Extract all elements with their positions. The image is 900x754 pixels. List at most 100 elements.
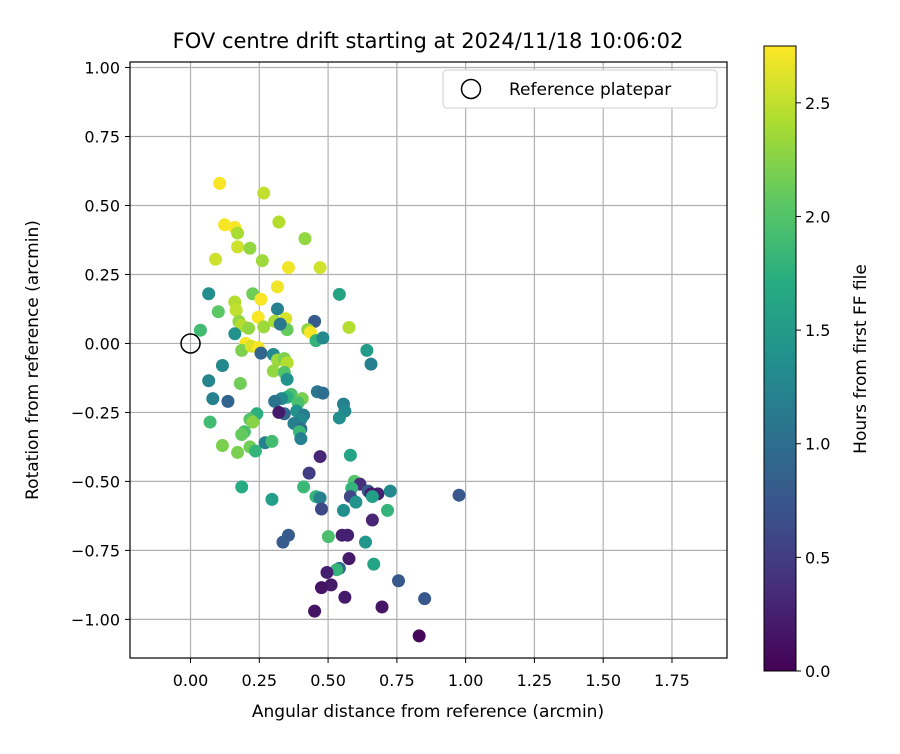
x-tick-label: 0.50 xyxy=(310,671,346,690)
data-point xyxy=(412,629,426,643)
y-tick-label: −0.25 xyxy=(71,403,120,422)
data-point xyxy=(215,359,229,373)
y-axis-label: Rotation from reference (arcmin) xyxy=(23,220,43,500)
data-point xyxy=(316,331,330,345)
colorbar-tick-label: 0.5 xyxy=(805,548,830,567)
x-axis-label: Angular distance from reference (arcmin) xyxy=(252,702,604,722)
x-tick-label: 1.25 xyxy=(517,671,553,690)
data-point xyxy=(272,215,286,229)
data-point xyxy=(206,392,220,406)
data-point xyxy=(358,535,372,549)
data-point xyxy=(221,394,235,408)
data-point xyxy=(235,480,249,494)
data-point xyxy=(273,317,287,331)
data-point xyxy=(228,327,242,341)
data-point xyxy=(243,241,257,255)
legend: Reference platepar xyxy=(442,69,718,109)
data-point xyxy=(246,415,260,429)
data-point xyxy=(280,372,294,386)
colorbar: 0.0 0.5 1.0 1.5 2.0 2.5 Hours from first FF f… xyxy=(763,45,871,681)
y-tick-label: 0.50 xyxy=(84,196,120,215)
data-point xyxy=(332,411,346,425)
data-point xyxy=(294,432,308,446)
data-point xyxy=(218,218,232,232)
data-point xyxy=(254,292,268,306)
data-point xyxy=(229,303,243,317)
data-point xyxy=(266,364,280,378)
data-point xyxy=(313,450,327,464)
data-point xyxy=(360,343,374,357)
data-point xyxy=(297,480,311,494)
x-tick-label: 0.75 xyxy=(379,671,415,690)
data-point xyxy=(231,445,245,459)
data-point xyxy=(270,280,284,294)
y-tick-label: 0.75 xyxy=(84,128,120,147)
colorbar-tick-label: 1.0 xyxy=(805,435,830,454)
data-point xyxy=(336,503,350,517)
data-point xyxy=(265,492,279,506)
x-tick-label: 1.75 xyxy=(654,671,690,690)
data-point xyxy=(298,232,312,246)
colorbar-tick-label: 2.5 xyxy=(805,94,830,113)
data-point xyxy=(365,513,379,527)
x-tick-label: 1.50 xyxy=(585,671,621,690)
data-point xyxy=(375,600,389,614)
data-point xyxy=(254,346,268,360)
data-point xyxy=(276,535,290,549)
data-point xyxy=(242,321,256,335)
data-point xyxy=(257,320,271,334)
legend-box xyxy=(442,69,718,109)
data-point xyxy=(193,323,207,337)
data-point xyxy=(308,604,322,618)
data-point xyxy=(248,444,262,458)
data-point xyxy=(251,310,265,324)
data-point xyxy=(215,439,229,453)
data-point xyxy=(341,528,355,542)
grid-lines xyxy=(130,62,727,658)
data-point xyxy=(313,261,327,275)
data-point xyxy=(211,305,225,319)
data-point xyxy=(233,376,247,390)
data-point xyxy=(302,466,316,480)
y-tick-label: 1.00 xyxy=(84,59,120,78)
data-point xyxy=(338,590,352,604)
data-point xyxy=(281,261,295,275)
data-point xyxy=(235,428,249,441)
reference-marker xyxy=(180,333,201,354)
colorbar-tick-label: 0.0 xyxy=(805,662,830,681)
data-point xyxy=(349,495,363,509)
data-point xyxy=(255,254,269,268)
data-point xyxy=(452,488,466,502)
data-point xyxy=(320,565,334,579)
data-point xyxy=(313,491,327,505)
data-point xyxy=(364,357,378,371)
data-point xyxy=(316,386,330,400)
data-point xyxy=(265,434,279,448)
data-point xyxy=(203,415,217,429)
colorbar-label: Hours from first FF file xyxy=(851,264,871,454)
data-point xyxy=(231,226,245,240)
y-tick-label: 0.00 xyxy=(84,334,120,353)
x-tick-label: 1.00 xyxy=(448,671,484,690)
y-tick-label: 0.25 xyxy=(84,265,120,284)
data-point xyxy=(367,557,381,571)
data-point xyxy=(202,374,216,388)
data-point xyxy=(365,490,379,504)
colorbar-tick-label: 1.5 xyxy=(805,321,830,340)
y-axis-ticks: −1.00 −0.75 −0.50 −0.25 0.00 0.25 0.50 0.75 1.00 xyxy=(71,59,130,629)
data-point xyxy=(314,581,328,595)
data-point xyxy=(213,176,227,190)
legend-label: Reference platepar xyxy=(509,80,671,100)
data-point xyxy=(332,287,346,301)
data-point xyxy=(392,574,406,588)
legend-marker-icon xyxy=(460,78,482,100)
data-point xyxy=(342,320,356,334)
y-tick-label: −0.75 xyxy=(71,541,120,560)
plot-frame xyxy=(129,61,728,659)
data-point xyxy=(231,240,245,254)
data-point xyxy=(270,302,284,316)
reference-platepar-point xyxy=(180,333,201,354)
colorbar-gradient xyxy=(763,45,797,672)
